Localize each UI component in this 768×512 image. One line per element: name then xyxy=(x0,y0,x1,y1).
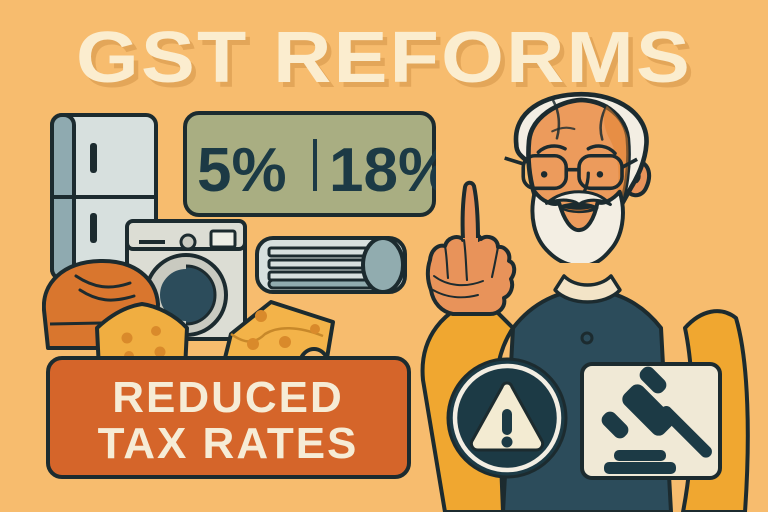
svg-text:REDUCED: REDUCED xyxy=(112,373,344,422)
svg-text:TAX RATES: TAX RATES xyxy=(98,419,359,468)
svg-text:5%: 5% xyxy=(197,136,287,205)
